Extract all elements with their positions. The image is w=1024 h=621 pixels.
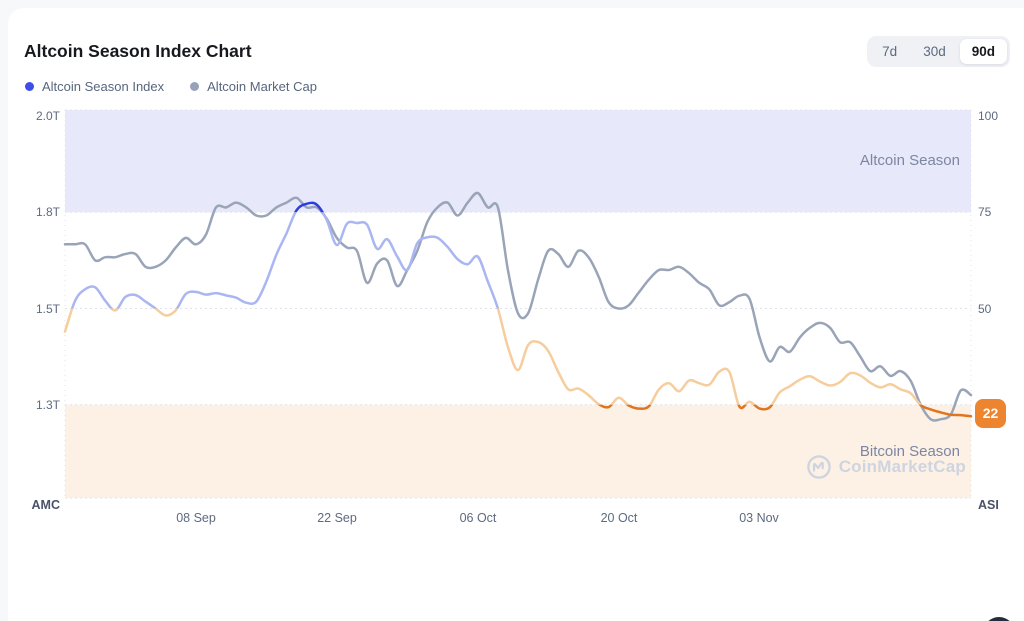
altcoin-season-card: Altcoin Season Index Chart 7d 30d 90d Al… [8,8,1024,621]
range-button-30d[interactable]: 30d [911,39,958,64]
y-left-tick: 1.3T [35,398,60,412]
floating-action-button[interactable] [983,617,1015,621]
x-tick: 20 Oct [600,511,638,525]
y-left-tick: 1.8T [35,205,60,219]
legend-item-altcoin-market-cap[interactable]: Altcoin Market Cap [190,79,317,94]
plot-area[interactable] [8,8,1024,621]
y-left-axis-name: AMC [31,498,60,512]
altcoin-season-zone-label: Altcoin Season [859,152,960,169]
current-asi-value-badge: 22 [975,399,1006,428]
y-right-axis-name: ASI [978,498,999,512]
range-button-7d[interactable]: 7d [870,39,909,64]
legend-label: Altcoin Season Index [42,79,165,94]
coinmarketcap-watermark: CoinMarketCap [806,454,966,480]
x-tick: 08 Sep [176,511,216,525]
watermark-text: CoinMarketCap [838,457,966,476]
coinmarketcap-logo-icon [806,455,831,479]
y-left-tick: 2.0T [35,109,60,123]
range-button-90d[interactable]: 90d [959,39,1007,64]
x-tick: 22 Sep [317,511,357,525]
y-right-tick: 50 [978,302,992,316]
legend-item-altcoin-season-index[interactable]: Altcoin Season Index [25,79,164,94]
legend-label: Altcoin Market Cap [207,79,317,94]
x-tick: 03 Nov [739,511,779,525]
x-tick: 06 Oct [459,511,497,525]
y-right-tick: 100 [978,109,999,123]
bitcoin-season-zone-label: Bitcoin Season [859,443,960,460]
y-left-tick: 1.5T [35,302,60,316]
range-selector: 7d 30d 90d [867,36,1010,67]
chart-legend: Altcoin Season Index Altcoin Market Cap [25,79,317,94]
page-title: Altcoin Season Index Chart [24,41,252,61]
legend-dot-blue-icon [25,82,34,91]
legend-dot-gray-icon [190,82,200,91]
y-right-tick: 75 [978,205,992,219]
